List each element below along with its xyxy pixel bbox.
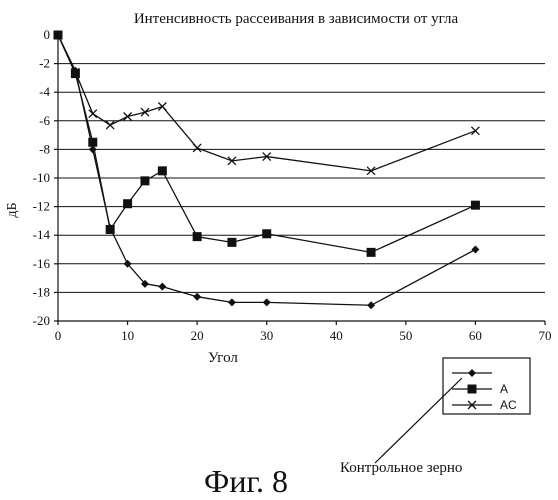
data-point: [228, 298, 236, 306]
y-tick-label: -8: [39, 141, 50, 156]
data-point: [141, 108, 149, 116]
data-point: [193, 144, 201, 152]
y-tick-label: -14: [33, 227, 51, 242]
series-unnamed: [54, 31, 479, 309]
y-axis-label: дБ: [5, 202, 20, 217]
data-point: [471, 201, 480, 210]
data-point: [124, 113, 132, 121]
series-line: [58, 35, 475, 171]
x-tick-label: 10: [121, 328, 134, 343]
x-axis-label: Угол: [208, 350, 238, 366]
x-tick-label: 50: [399, 328, 412, 343]
figure-caption: Фиг. 8: [204, 463, 288, 499]
data-point: [262, 229, 271, 238]
y-tick-label: -16: [33, 256, 51, 271]
gridlines: [54, 35, 545, 325]
series-layer: [54, 31, 480, 310]
data-point: [106, 225, 115, 234]
legend: A AC: [443, 358, 530, 414]
data-point: [158, 283, 166, 291]
legend-marker: [468, 385, 477, 394]
chart-title: Интенсивность рассеивания в зависимости …: [134, 11, 459, 27]
series-a: [54, 31, 480, 257]
data-point: [106, 121, 114, 129]
data-point: [193, 232, 202, 241]
data-point: [367, 248, 376, 257]
series-line: [58, 35, 475, 305]
y-tick-label: 0: [44, 27, 51, 42]
y-tick-label: -6: [39, 113, 50, 128]
annotation-leader-line: [375, 378, 462, 463]
legend-label: A: [500, 382, 508, 396]
data-point: [367, 301, 375, 309]
x-tick-label: 40: [330, 328, 343, 343]
data-point: [158, 166, 167, 175]
x-tick-label: 70: [539, 328, 552, 343]
data-point: [227, 238, 236, 247]
x-tick-label: 30: [260, 328, 273, 343]
data-point: [123, 199, 132, 208]
x-tick-labels: 0 10 20 30 40 50 60 70: [55, 328, 552, 343]
data-point: [471, 127, 479, 135]
y-tick-label: -18: [33, 284, 50, 299]
data-point: [88, 138, 97, 147]
y-tick-labels: 0 -2 -4 -6 -8 -10 -12 -14 -16 -18 -20: [33, 27, 51, 328]
data-point: [193, 293, 201, 301]
data-point: [89, 110, 97, 118]
y-tick-label: -12: [33, 199, 50, 214]
y-tick-label: -10: [33, 170, 50, 185]
annotation-label: Контрольное зерно: [340, 460, 462, 476]
data-point: [158, 103, 166, 111]
series-ac: [54, 31, 479, 175]
data-point: [140, 176, 149, 185]
x-tick-label: 60: [469, 328, 482, 343]
y-tick-label: -2: [39, 56, 50, 71]
x-tick-label: 0: [55, 328, 62, 343]
legend-label: AC: [500, 398, 517, 412]
x-tick-label: 20: [191, 328, 204, 343]
y-tick-label: -4: [39, 84, 50, 99]
data-point: [471, 246, 479, 254]
series-line: [58, 35, 475, 252]
data-point: [263, 298, 271, 306]
y-tick-label: -20: [33, 313, 50, 328]
